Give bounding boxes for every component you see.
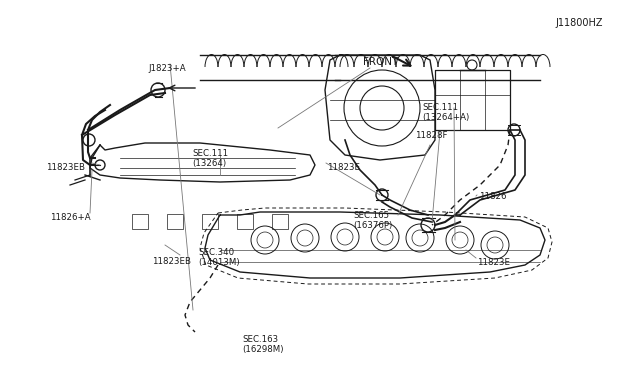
Text: SEC.163
(16298M): SEC.163 (16298M) (242, 335, 284, 355)
Text: SEC.165
(16376P): SEC.165 (16376P) (353, 211, 392, 230)
Text: SEC.111
(13264+A): SEC.111 (13264+A) (422, 103, 469, 122)
Text: 11828F: 11828F (415, 131, 447, 140)
Text: 11823E: 11823E (477, 258, 510, 267)
Text: 11826: 11826 (479, 192, 506, 201)
Text: 11823EB: 11823EB (152, 257, 191, 266)
Text: J1823+A: J1823+A (148, 64, 186, 73)
Text: 11823E: 11823E (327, 163, 360, 172)
Text: FRONT: FRONT (363, 57, 398, 67)
Text: J11800HZ: J11800HZ (555, 18, 602, 28)
Text: 11826+A: 11826+A (50, 213, 91, 222)
Text: SEC.111
(13264): SEC.111 (13264) (192, 149, 228, 169)
Text: SEC.340
(14013M): SEC.340 (14013M) (198, 248, 239, 267)
Text: 11823EB: 11823EB (46, 163, 85, 172)
